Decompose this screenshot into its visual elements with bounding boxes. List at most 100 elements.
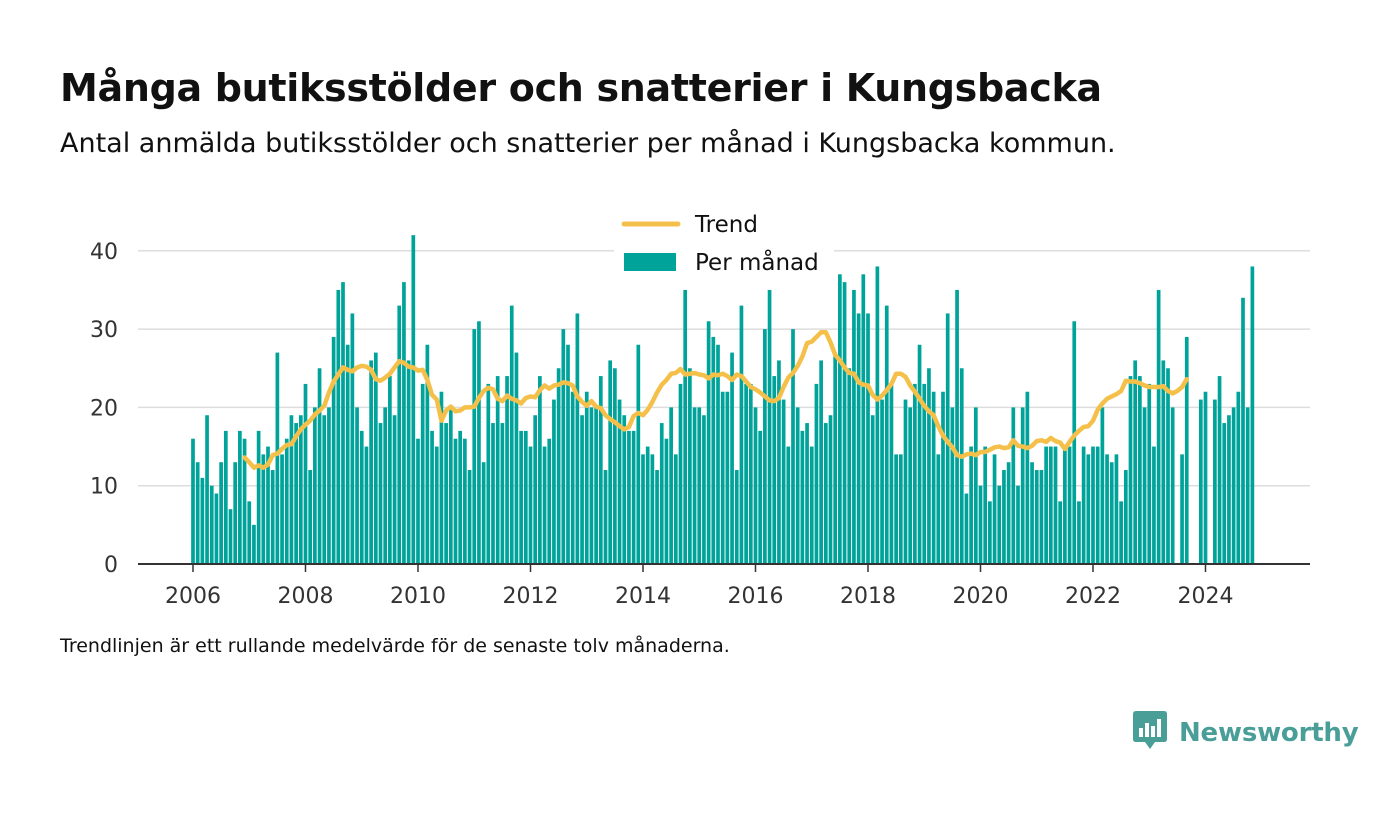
bar [313, 407, 317, 564]
bar [1128, 376, 1133, 564]
bar [266, 446, 270, 564]
bar [242, 438, 247, 564]
bar [1133, 360, 1138, 564]
bar [1044, 446, 1048, 564]
bar [1180, 454, 1184, 564]
bar [1152, 446, 1156, 564]
bar [842, 282, 847, 564]
bar [894, 454, 898, 564]
y-axis-ticks: 0 10 20 30 40 [90, 240, 118, 578]
bar [852, 289, 856, 564]
bar [467, 470, 472, 564]
bar [388, 376, 392, 564]
bar [275, 352, 280, 564]
bar [561, 329, 566, 564]
bar [397, 305, 402, 564]
bar [444, 423, 448, 564]
bar [1222, 423, 1227, 564]
bar [1039, 470, 1044, 564]
bar [931, 391, 936, 564]
chart-title: Många butiksstölder och snatterier i Kun… [60, 66, 1102, 110]
brand-name: Newsworthy [1179, 718, 1359, 748]
bar [655, 470, 659, 564]
bar [336, 289, 341, 564]
bar [1100, 407, 1105, 564]
bar [688, 368, 692, 564]
bar [341, 282, 345, 564]
bar [730, 352, 734, 564]
bar [992, 454, 997, 564]
bar [378, 423, 383, 564]
bar [936, 454, 941, 564]
bar [223, 430, 228, 564]
bar [594, 407, 598, 564]
bar [927, 368, 931, 564]
bar [1016, 485, 1020, 564]
bar [238, 430, 242, 564]
bar [959, 368, 964, 564]
bar [706, 321, 711, 564]
bar [317, 368, 322, 564]
bar [823, 423, 828, 564]
bar [870, 415, 875, 564]
bar [256, 430, 261, 564]
bar [1142, 407, 1147, 564]
bar [1217, 376, 1222, 564]
bar [509, 305, 514, 564]
bar [692, 407, 697, 564]
bar [697, 407, 702, 564]
bar [345, 344, 350, 564]
x-tick-label: 2008 [278, 584, 334, 609]
bar [430, 430, 434, 564]
bar [359, 430, 364, 564]
bar [252, 524, 256, 564]
bar [800, 430, 805, 564]
bar [964, 493, 969, 564]
bar [1063, 446, 1067, 564]
bar [664, 438, 669, 564]
bar [233, 462, 238, 564]
bar [533, 415, 538, 564]
bar [552, 399, 556, 564]
bar [777, 360, 781, 564]
bar [200, 477, 205, 564]
bar [373, 352, 378, 564]
bar [1077, 501, 1081, 564]
bar [1227, 415, 1231, 564]
bar [1184, 336, 1189, 564]
bar [622, 415, 627, 564]
bar [744, 383, 748, 564]
x-tick-label: 2018 [840, 584, 896, 609]
bar [1105, 454, 1109, 564]
bar [191, 438, 195, 564]
bar [650, 454, 655, 564]
bar [1025, 391, 1030, 564]
bar [950, 407, 955, 564]
bar [453, 438, 458, 564]
bar [1119, 501, 1123, 564]
bar [1067, 446, 1072, 564]
bar [1081, 446, 1086, 564]
bar [922, 383, 927, 564]
bar [570, 391, 575, 564]
bar [505, 376, 509, 564]
y-tick-label: 40 [90, 240, 118, 265]
bar [833, 352, 838, 564]
bar [641, 454, 645, 564]
bar [289, 415, 294, 564]
bar [847, 368, 852, 564]
bar [1006, 462, 1011, 564]
bar [1095, 446, 1100, 564]
bar [327, 407, 331, 564]
bar [734, 470, 739, 564]
brand[interactable]: Newsworthy [1133, 711, 1359, 755]
bar [617, 399, 622, 564]
bar [809, 446, 814, 564]
bar [575, 313, 580, 564]
bar [781, 399, 786, 564]
bar [439, 391, 444, 564]
bar [495, 376, 500, 564]
bar [711, 336, 716, 564]
bar [659, 423, 664, 564]
